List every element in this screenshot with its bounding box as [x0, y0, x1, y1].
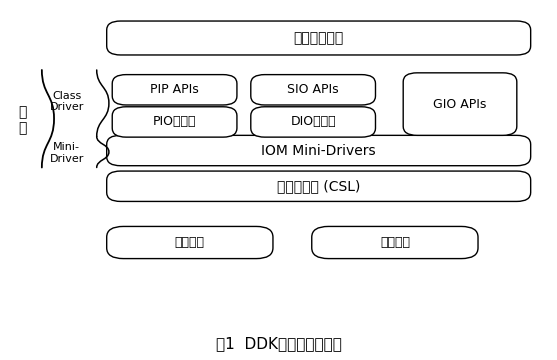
- Text: GIO APIs: GIO APIs: [433, 98, 487, 111]
- FancyBboxPatch shape: [107, 21, 531, 55]
- Text: 驱
动: 驱 动: [18, 105, 27, 135]
- Text: Class
Driver: Class Driver: [50, 91, 84, 112]
- FancyBboxPatch shape: [251, 107, 375, 137]
- Text: 片上外设: 片上外设: [175, 236, 205, 249]
- FancyBboxPatch shape: [112, 107, 237, 137]
- FancyBboxPatch shape: [403, 73, 517, 135]
- Text: 芯片支持库 (CSL): 芯片支持库 (CSL): [277, 179, 360, 193]
- FancyBboxPatch shape: [251, 75, 375, 105]
- Text: PIO适配器: PIO适配器: [153, 116, 196, 129]
- FancyBboxPatch shape: [107, 171, 531, 202]
- Text: 应用程序框架: 应用程序框架: [294, 31, 344, 45]
- Text: 片外外设: 片外外设: [380, 236, 410, 249]
- FancyBboxPatch shape: [312, 226, 478, 258]
- FancyBboxPatch shape: [112, 75, 237, 105]
- FancyBboxPatch shape: [107, 135, 531, 166]
- Text: Mini-
Driver: Mini- Driver: [50, 143, 84, 164]
- Text: PIP APIs: PIP APIs: [150, 83, 199, 96]
- FancyBboxPatch shape: [107, 226, 273, 258]
- Text: 图1  DDK的标准模型结构: 图1 DDK的标准模型结构: [216, 337, 341, 351]
- Text: SIO APIs: SIO APIs: [287, 83, 339, 96]
- Text: DIO适配器: DIO适配器: [290, 116, 336, 129]
- Text: IOM Mini-Drivers: IOM Mini-Drivers: [261, 144, 376, 158]
